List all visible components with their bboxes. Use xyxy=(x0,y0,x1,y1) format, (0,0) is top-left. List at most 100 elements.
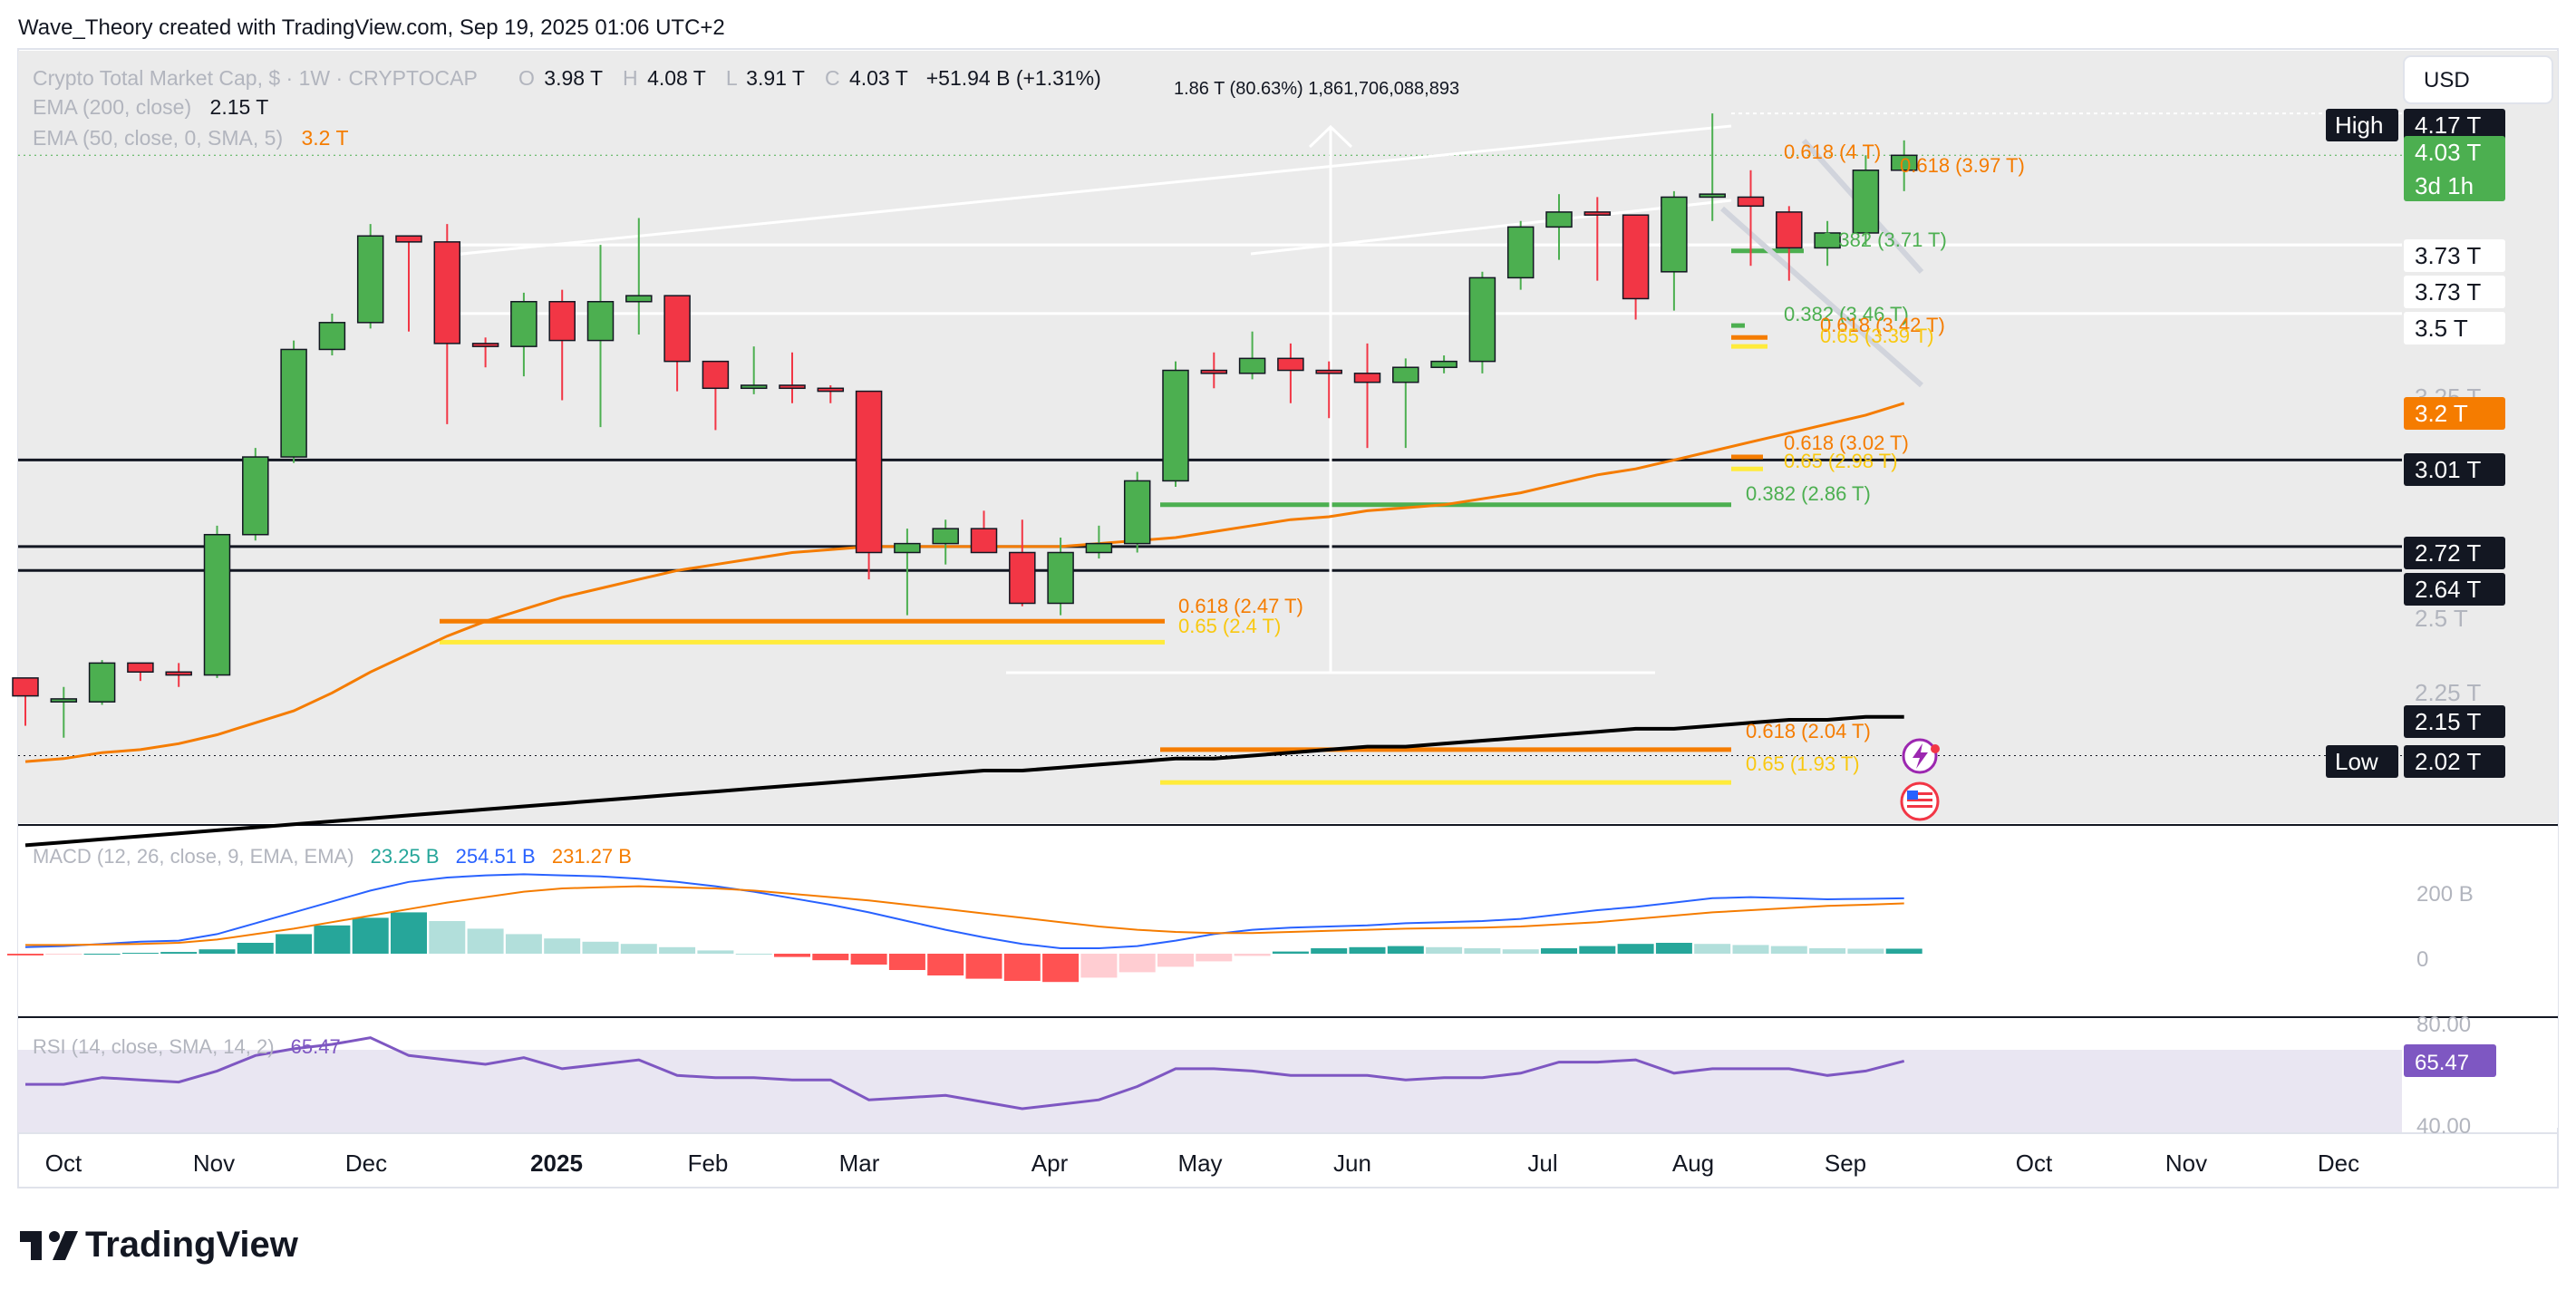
candle[interactable] xyxy=(280,340,307,463)
candle[interactable] xyxy=(1545,194,1573,260)
candle[interactable] xyxy=(548,289,576,401)
candle[interactable] xyxy=(1085,525,1113,559)
price-tag-value: 3.73 T xyxy=(2415,278,2481,306)
macd-hist-bar xyxy=(1847,948,1884,954)
time-axis-label: Nov xyxy=(2165,1150,2207,1177)
rsi-value-tag-text: 65.47 xyxy=(2415,1051,2469,1075)
candle[interactable] xyxy=(1890,140,1918,191)
candle[interactable] xyxy=(471,337,499,368)
candle[interactable] xyxy=(165,663,192,687)
candle-body xyxy=(433,241,461,344)
candle-body xyxy=(1085,542,1113,554)
macd-hist-bar xyxy=(1541,948,1577,954)
candle[interactable] xyxy=(1047,538,1074,616)
rsi-label: RSI (14, close, SMA, 14, 2) xyxy=(33,1035,275,1058)
candle[interactable] xyxy=(970,510,998,554)
candle[interactable] xyxy=(625,218,653,335)
price-tag: 3.73 T xyxy=(2404,239,2505,272)
measure-arrow-head xyxy=(1308,124,1353,149)
macd-hist-bar xyxy=(429,921,466,954)
candle[interactable] xyxy=(1814,220,1841,267)
time-axis-label: Dec xyxy=(2318,1150,2359,1177)
legend-close: 4.03 T xyxy=(849,66,908,90)
candle[interactable] xyxy=(1162,361,1189,488)
macd-hist-value: 23.25 B xyxy=(371,845,440,868)
price-tag-value: 2.64 T xyxy=(2415,576,2481,603)
fib-label: 0.382 (3.46 T) xyxy=(1784,303,1909,325)
candle[interactable] xyxy=(702,360,730,431)
candle[interactable] xyxy=(1506,220,1535,290)
candle[interactable] xyxy=(203,525,231,678)
fib-labels: 0.618 (4 T) 0.618 (3.97 T) 0.382 (3.71 T) 0… xyxy=(1178,141,2025,775)
candle[interactable] xyxy=(1353,343,1381,449)
candle-body xyxy=(1776,211,1803,249)
candle[interactable] xyxy=(1238,331,1266,380)
candle[interactable] xyxy=(12,677,39,726)
candle[interactable] xyxy=(88,660,116,705)
fib-label: 0.65 (1.93 T) xyxy=(1746,752,1860,775)
legend-ema50-label: EMA (50, close, 0, SMA, 5) xyxy=(33,126,283,150)
lightning-event-icon[interactable] xyxy=(1902,738,1940,774)
candle[interactable] xyxy=(1661,190,1688,311)
candle[interactable] xyxy=(1123,471,1151,553)
time-axis-label: Jun xyxy=(1333,1150,1371,1177)
candle[interactable] xyxy=(1852,155,1880,246)
candle[interactable] xyxy=(779,352,806,403)
tradingview-logo-icon xyxy=(20,1231,78,1260)
candle[interactable] xyxy=(1699,113,1726,221)
candle[interactable] xyxy=(356,224,384,329)
macd-hist-bar xyxy=(1617,944,1654,954)
candle[interactable] xyxy=(1622,214,1650,320)
price-tag-value: 3.2 T xyxy=(2415,400,2468,427)
macd-hist-bar xyxy=(1272,951,1309,954)
candle[interactable] xyxy=(586,245,615,428)
candle[interactable] xyxy=(663,295,691,392)
candle[interactable] xyxy=(1430,355,1457,374)
macd-hist-bar xyxy=(1157,954,1194,967)
candle-body xyxy=(932,528,959,545)
candles xyxy=(12,113,1918,738)
trendlines xyxy=(443,124,1924,674)
candle[interactable] xyxy=(127,662,154,682)
candle[interactable] xyxy=(740,346,768,394)
candle-body xyxy=(1890,154,1918,171)
candle[interactable] xyxy=(1392,358,1419,449)
us-flag-icon[interactable] xyxy=(1900,781,1940,821)
candle[interactable] xyxy=(894,529,921,616)
candle[interactable] xyxy=(1737,170,1765,267)
price-tag: 3.2 T xyxy=(2404,397,2505,430)
candle[interactable] xyxy=(395,235,422,332)
candle[interactable] xyxy=(242,448,269,541)
candle[interactable] xyxy=(318,313,346,356)
candle[interactable] xyxy=(1468,271,1496,374)
candle-body xyxy=(1737,196,1765,208)
macd-legend: MACD (12, 26, close, 9, EMA, EMA) 23.25 … xyxy=(33,845,632,868)
macd-label: MACD (12, 26, close, 9, EMA, EMA) xyxy=(33,845,354,868)
candle-body xyxy=(165,671,192,676)
time-axis-label: Jul xyxy=(1527,1150,1557,1177)
candle[interactable] xyxy=(1315,361,1342,419)
tradingview-logo[interactable]: TradingView xyxy=(20,1225,299,1265)
candle[interactable] xyxy=(433,224,461,424)
macd-hist-bar xyxy=(352,917,389,954)
rsi-band xyxy=(18,1050,2402,1133)
svg-text:EMA (200, close) 2.15 T: EMA (200, close) 2.15 T xyxy=(33,95,268,119)
candle[interactable] xyxy=(1277,343,1304,403)
macd-signal-value: 231.27 B xyxy=(552,845,632,868)
trendline-top xyxy=(443,124,1732,257)
candle[interactable] xyxy=(510,292,537,377)
legend-open-label: O xyxy=(518,66,535,90)
candle[interactable] xyxy=(817,384,845,403)
candle[interactable] xyxy=(855,390,883,580)
candle[interactable] xyxy=(932,519,959,565)
price-tag-value: 4.17 T xyxy=(2415,112,2481,139)
candle[interactable] xyxy=(1200,352,1228,389)
currency-button[interactable]: USD xyxy=(2403,55,2553,104)
candle[interactable] xyxy=(1009,519,1036,606)
fib-label: 0.618 (3.97 T) xyxy=(1900,154,2025,177)
candle[interactable] xyxy=(1776,206,1803,281)
candle[interactable] xyxy=(50,686,78,738)
candle[interactable] xyxy=(1583,197,1612,281)
time-axis-label: 2025 xyxy=(530,1150,583,1177)
